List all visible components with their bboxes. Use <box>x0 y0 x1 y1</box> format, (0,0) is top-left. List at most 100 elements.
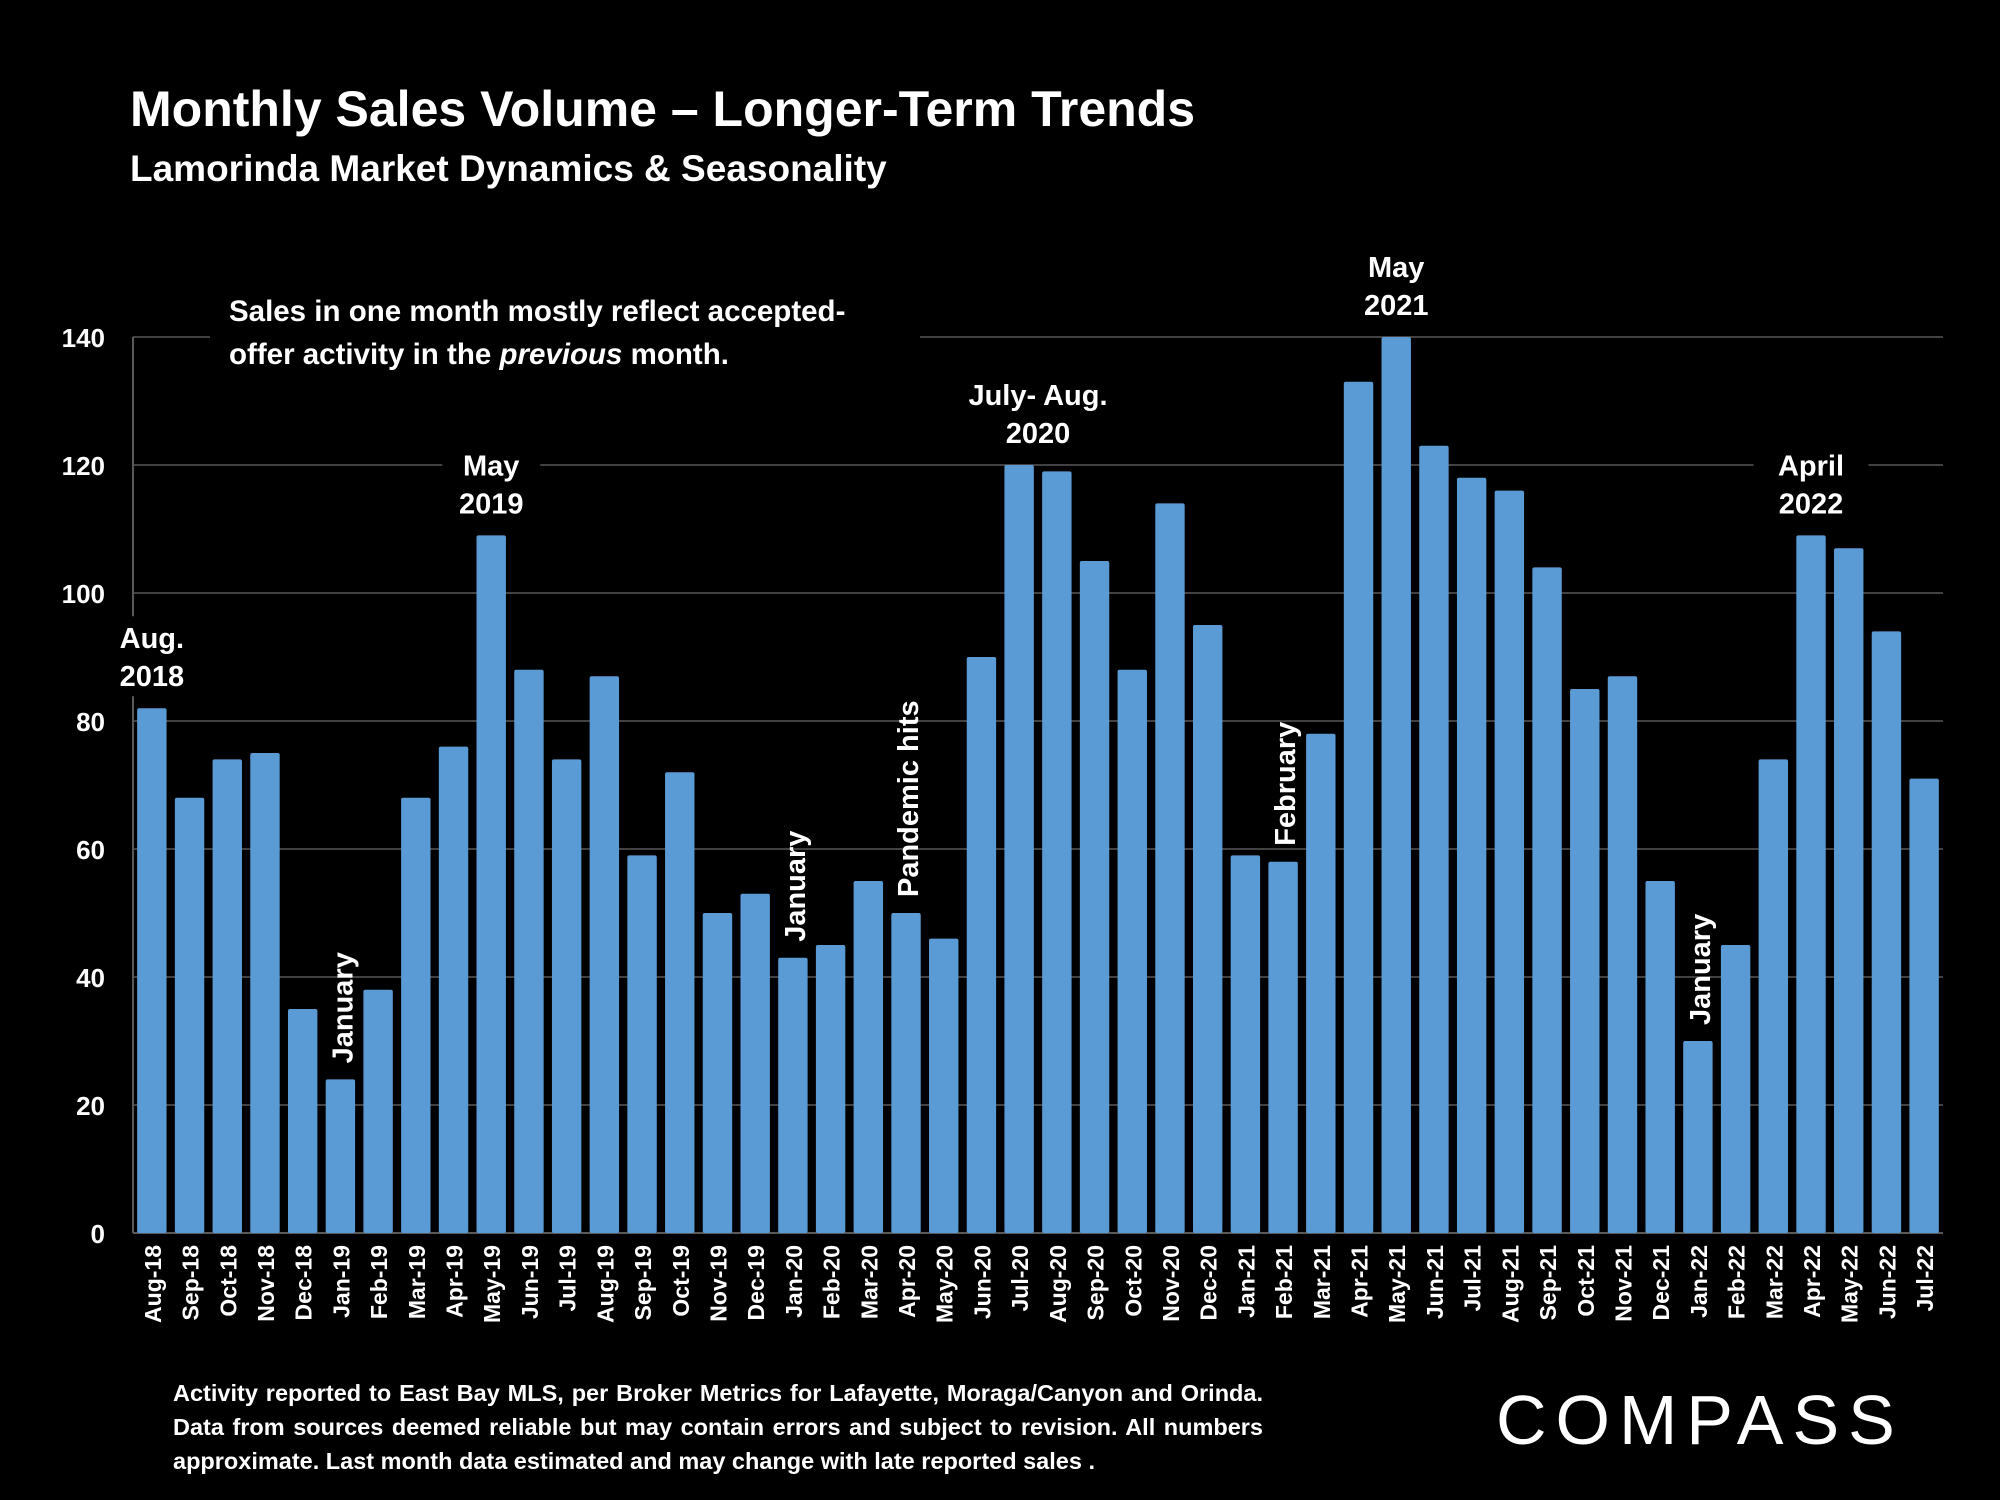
annotation-label: January <box>780 831 812 942</box>
bar <box>401 797 431 1233</box>
y-tick-label: 80 <box>76 707 105 737</box>
x-tick-label: Nov-20 <box>1158 1245 1184 1322</box>
bar <box>1192 625 1223 1233</box>
annotation-background <box>1753 443 1869 524</box>
bars <box>137 337 1939 1234</box>
bar <box>1607 676 1638 1233</box>
bar <box>778 957 808 1233</box>
x-tick-label: Jun-20 <box>969 1245 995 1319</box>
x-tick-label: Sep-19 <box>630 1245 656 1320</box>
annotation-label: May <box>1368 252 1424 284</box>
annotation-label: Pandemic hits <box>893 700 925 897</box>
compass-logo-text: COMPASS <box>1496 1381 1904 1458</box>
x-tick-label: Dec-21 <box>1648 1245 1674 1321</box>
x-tick-label: May-21 <box>1384 1245 1410 1323</box>
annotation-label: January <box>327 952 359 1063</box>
annotation-label: Aug. <box>120 623 184 655</box>
bar <box>1645 881 1675 1233</box>
bar <box>1683 1041 1713 1233</box>
bar <box>966 657 997 1233</box>
bar <box>1456 477 1487 1233</box>
x-tick-label: May-22 <box>1837 1245 1863 1323</box>
bar <box>1871 631 1902 1233</box>
x-tick-label: May-20 <box>932 1245 958 1323</box>
annotation-background <box>938 373 1138 453</box>
x-tick-label: Aug-20 <box>1045 1245 1071 1323</box>
bar <box>438 746 469 1233</box>
x-tick-label: Sep-20 <box>1083 1245 1109 1320</box>
annotation-background <box>102 616 201 697</box>
bar <box>702 913 733 1233</box>
x-tick-label: Apr-22 <box>1799 1245 1825 1318</box>
bar <box>1494 490 1525 1234</box>
y-tick-label: 100 <box>62 579 105 609</box>
x-tick-label: Mar-19 <box>404 1245 430 1319</box>
x-tick-label: Dec-18 <box>291 1245 317 1321</box>
x-tick-label: Aug-21 <box>1497 1245 1523 1323</box>
x-tick-label: Jan-20 <box>781 1245 807 1318</box>
x-tick-label: Jul-22 <box>1912 1245 1938 1311</box>
y-axis-ticks: 0 20 40 60 80 100 120 140 <box>62 323 105 1249</box>
compass-logo: COMPASS <box>1496 1381 1904 1458</box>
bar <box>1004 465 1034 1233</box>
bar <box>1381 337 1411 1233</box>
x-tick-label: Jun-21 <box>1422 1245 1448 1319</box>
x-tick-label: Mar-22 <box>1761 1245 1787 1319</box>
x-tick-label: Jul-20 <box>1007 1245 1033 1311</box>
note-line-2: offer activity in the previous month. <box>229 338 729 371</box>
bar <box>212 759 242 1233</box>
x-tick-label: Oct-19 <box>668 1245 694 1317</box>
x-tick-label: Feb-21 <box>1271 1245 1297 1319</box>
x-tick-label: Sep-21 <box>1535 1245 1561 1321</box>
bar <box>1834 548 1864 1233</box>
x-tick-label: Apr-21 <box>1347 1245 1373 1318</box>
bar <box>1570 689 1600 1233</box>
bar <box>665 772 695 1233</box>
grid-lines <box>132 336 1943 1234</box>
bar <box>137 708 167 1233</box>
bar <box>250 753 280 1233</box>
bar <box>1796 535 1826 1233</box>
bar <box>1230 855 1261 1233</box>
bar <box>1306 733 1336 1233</box>
annotation-label: February <box>1270 722 1302 846</box>
bar <box>815 945 846 1233</box>
bar <box>891 913 921 1233</box>
x-tick-label: Apr-20 <box>894 1245 920 1318</box>
annotation-label: January <box>1685 914 1717 1025</box>
annotation-label: April <box>1778 450 1844 482</box>
annotation-label: 2018 <box>120 661 185 693</box>
x-tick-label: Jan-22 <box>1686 1245 1712 1318</box>
y-tick-label: 60 <box>76 835 105 865</box>
bar <box>1720 945 1751 1233</box>
bar <box>1419 445 1449 1233</box>
bar <box>174 797 205 1233</box>
x-tick-label: Jan-21 <box>1233 1245 1259 1318</box>
y-tick-label: 40 <box>76 963 105 993</box>
x-tick-label: Apr-19 <box>442 1245 468 1318</box>
annotation-label: May <box>463 450 519 482</box>
x-axis-ticks: Aug-18 Sep-18 Oct-18 Nov-18 Dec-18 Jan-19 Feb-… <box>140 1245 1938 1323</box>
annotation-label: 2019 <box>459 488 524 520</box>
bar <box>740 893 770 1233</box>
bar <box>1909 778 1939 1233</box>
bar-annotations: Aug. 2018 January May 2019 January Pandemic hi… <box>102 245 1869 1063</box>
x-tick-label: Sep-18 <box>178 1245 204 1321</box>
annotation-background <box>1347 245 1446 325</box>
x-tick-label: Nov-19 <box>705 1245 731 1322</box>
x-tick-label: Jul-21 <box>1460 1245 1486 1312</box>
bar <box>1268 861 1298 1233</box>
x-tick-label: Nov-21 <box>1610 1245 1636 1322</box>
footnote: Activity reported to East Bay MLS, per B… <box>173 1380 1263 1474</box>
chart-title: Monthly Sales Volume – Longer-Term Trend… <box>130 81 1196 137</box>
y-tick-label: 20 <box>76 1091 105 1121</box>
y-tick-label: 0 <box>91 1219 105 1249</box>
annotation-label: 2020 <box>1006 418 1071 450</box>
bar <box>1758 759 1789 1233</box>
bar <box>1042 471 1072 1233</box>
x-tick-label: Jun-22 <box>1874 1245 1900 1319</box>
x-tick-label: Aug-18 <box>140 1245 166 1323</box>
x-tick-label: Oct-21 <box>1573 1245 1599 1317</box>
x-tick-label: Oct-18 <box>215 1245 241 1317</box>
